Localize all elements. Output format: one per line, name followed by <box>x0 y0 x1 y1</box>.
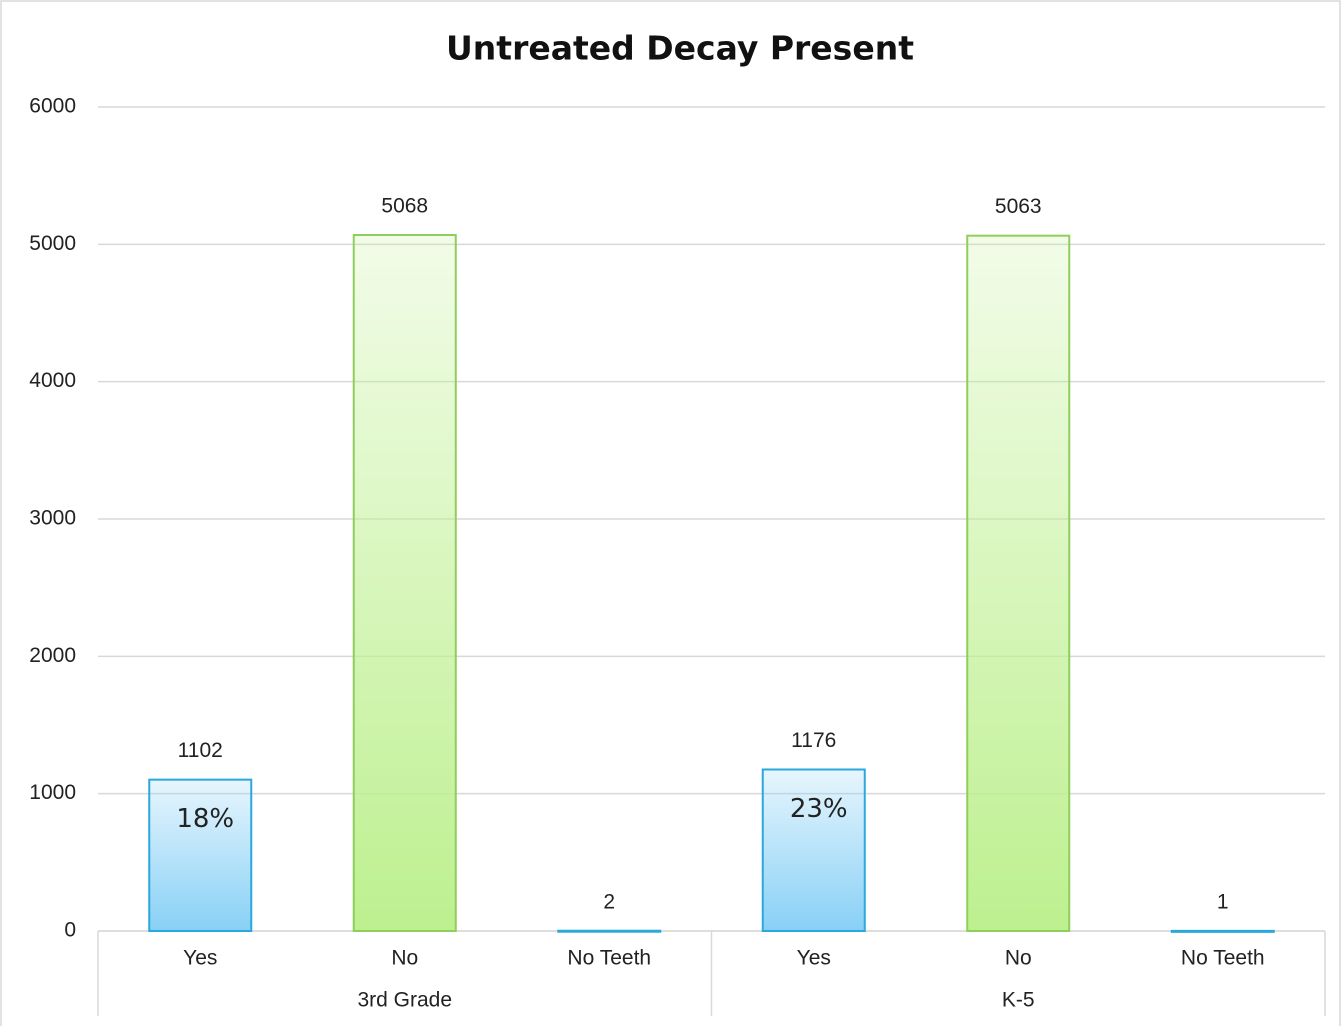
x-tick-label: Yes <box>183 947 217 970</box>
value-label: 1 <box>1217 890 1229 913</box>
bar <box>761 768 866 932</box>
x-tick-label: Yes <box>797 947 831 970</box>
x-tick-label: No Teeth <box>1181 947 1265 970</box>
y-tick-label: 0 <box>64 919 76 942</box>
value-label: 5068 <box>381 195 428 218</box>
bar <box>352 233 457 932</box>
bar <box>148 778 253 933</box>
inner-label: 23% <box>790 794 848 824</box>
y-tick-label: 1000 <box>29 781 76 804</box>
bar <box>1170 929 1275 933</box>
y-tick-label: 3000 <box>29 507 76 530</box>
bar <box>557 929 662 933</box>
value-label: 1176 <box>791 729 836 752</box>
x-tick-label: No Teeth <box>567 947 651 970</box>
y-tick-label: 6000 <box>29 95 76 118</box>
y-tick-label: 4000 <box>29 369 76 392</box>
group-label: K-5 <box>1002 989 1035 1012</box>
x-tick-label: No <box>391 947 418 970</box>
value-label: 2 <box>603 890 615 913</box>
y-tick-label: 2000 <box>29 644 76 667</box>
group-label: 3rd Grade <box>357 989 452 1012</box>
chart-title: Untreated Decay Present <box>446 29 914 68</box>
inner-label: 18% <box>176 804 234 834</box>
value-label: 1102 <box>178 739 223 762</box>
y-tick-label: 5000 <box>29 232 76 255</box>
bar <box>966 234 1071 932</box>
x-tick-label: No <box>1005 947 1032 970</box>
value-label: 5063 <box>995 195 1042 218</box>
